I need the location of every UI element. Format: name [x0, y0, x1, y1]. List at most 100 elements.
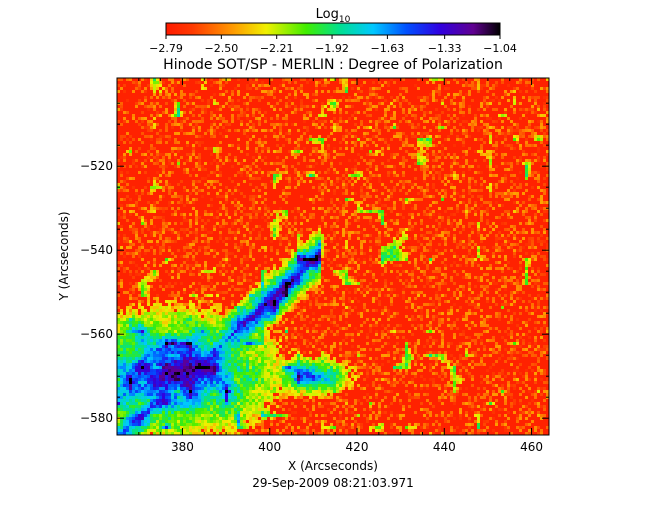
heatmap-cell	[522, 279, 525, 282]
heatmap-cell	[390, 291, 393, 294]
heatmap-cell	[306, 126, 309, 129]
heatmap-cell	[129, 297, 132, 300]
heatmap-cell	[357, 171, 360, 174]
heatmap-cell	[279, 315, 282, 318]
heatmap-cell	[387, 318, 390, 321]
heatmap-cell	[426, 120, 429, 123]
heatmap-cell	[234, 315, 237, 318]
heatmap-cell	[546, 90, 549, 93]
heatmap-cell	[258, 195, 261, 198]
heatmap-cell	[489, 189, 492, 192]
heatmap-cell	[360, 171, 363, 174]
heatmap-cell	[294, 315, 297, 318]
heatmap-cell	[378, 120, 381, 123]
heatmap-cell	[195, 318, 198, 321]
heatmap-cell	[405, 99, 408, 102]
heatmap-cell	[393, 315, 396, 318]
heatmap-cell	[258, 108, 261, 111]
heatmap-cell	[165, 306, 168, 309]
heatmap-cell	[171, 228, 174, 231]
heatmap-cell	[216, 282, 219, 285]
colorbar-ticks: −2.79 −2.50 −2.21 −1.92 −1.63 −1.33 −1.04	[149, 35, 517, 55]
heatmap-cell	[141, 111, 144, 114]
heatmap-cell	[243, 195, 246, 198]
heatmap-cell	[132, 276, 135, 279]
heatmap-cell	[324, 150, 327, 153]
heatmap-cell	[303, 78, 306, 81]
heatmap-cell	[171, 291, 174, 294]
heatmap-cell	[288, 132, 291, 135]
heatmap-cell	[192, 303, 195, 306]
heatmap-cell	[273, 183, 276, 186]
heatmap-cell	[504, 111, 507, 114]
heatmap-cell	[432, 93, 435, 96]
heatmap-cell	[147, 324, 150, 327]
heatmap-cell	[345, 288, 348, 291]
heatmap-cell	[414, 126, 417, 129]
heatmap-cell	[528, 108, 531, 111]
heatmap-cell	[405, 144, 408, 147]
heatmap-cell	[126, 237, 129, 240]
heatmap-cell	[390, 117, 393, 120]
heatmap-cell	[441, 282, 444, 285]
heatmap-cell	[540, 141, 543, 144]
heatmap-cell	[198, 264, 201, 267]
heatmap-cell	[537, 300, 540, 303]
heatmap-cell	[246, 174, 249, 177]
heatmap-cell	[273, 201, 276, 204]
heatmap-cell	[546, 237, 549, 240]
heatmap-cell	[384, 222, 387, 225]
heatmap-cell	[351, 105, 354, 108]
heatmap-cell	[471, 240, 474, 243]
heatmap-cell	[252, 303, 255, 306]
heatmap-cell	[426, 243, 429, 246]
heatmap-cell	[255, 78, 258, 81]
heatmap-cell	[159, 285, 162, 288]
heatmap-cell	[120, 321, 123, 324]
heatmap-cell	[420, 99, 423, 102]
heatmap-cell	[438, 114, 441, 117]
heatmap-cell	[207, 237, 210, 240]
heatmap-cell	[486, 165, 489, 168]
heatmap-cell	[393, 255, 396, 258]
heatmap-cell	[546, 153, 549, 156]
heatmap-cell	[339, 147, 342, 150]
heatmap-cell	[321, 276, 324, 279]
heatmap-cell	[417, 150, 420, 153]
heatmap-cell	[369, 186, 372, 189]
heatmap-cell	[186, 195, 189, 198]
heatmap-cell	[378, 249, 381, 252]
heatmap-cell	[189, 111, 192, 114]
heatmap-cell	[198, 300, 201, 303]
heatmap-cell	[507, 198, 510, 201]
heatmap-cell	[459, 258, 462, 261]
heatmap-cell	[375, 189, 378, 192]
heatmap-cell	[240, 309, 243, 312]
heatmap-cell	[420, 132, 423, 135]
heatmap-cell	[243, 180, 246, 183]
heatmap-cell	[195, 321, 198, 324]
heatmap-cell	[312, 174, 315, 177]
heatmap-cell	[459, 90, 462, 93]
heatmap-cell	[222, 135, 225, 138]
heatmap-cell	[492, 276, 495, 279]
heatmap-cell	[387, 219, 390, 222]
heatmap-cell	[489, 162, 492, 165]
heatmap-cell	[456, 207, 459, 210]
heatmap-cell	[378, 318, 381, 321]
heatmap-cell	[333, 315, 336, 318]
heatmap-cell	[303, 180, 306, 183]
heatmap-cell	[462, 285, 465, 288]
heatmap-cell	[330, 228, 333, 231]
heatmap-cell	[540, 234, 543, 237]
heatmap-cell	[453, 270, 456, 273]
heatmap-cell	[432, 159, 435, 162]
heatmap-cell	[297, 267, 300, 270]
heatmap-cell	[342, 96, 345, 99]
heatmap-cell	[441, 231, 444, 234]
heatmap-cell	[498, 312, 501, 315]
heatmap-cell	[237, 246, 240, 249]
heatmap-cell	[132, 210, 135, 213]
heatmap-cell	[237, 219, 240, 222]
heatmap-cell	[219, 234, 222, 237]
